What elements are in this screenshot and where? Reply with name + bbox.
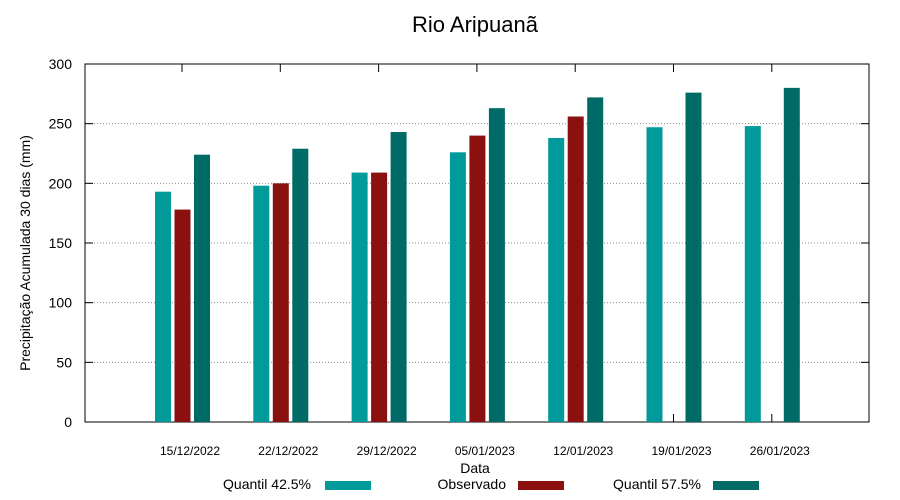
x-tick-label: 29/12/2022 bbox=[357, 444, 417, 458]
bar bbox=[587, 97, 604, 422]
bar bbox=[351, 172, 368, 422]
bars bbox=[155, 87, 800, 423]
x-tick-label: 15/12/2022 bbox=[160, 444, 220, 458]
bar bbox=[488, 108, 505, 423]
legend-label: Observado bbox=[438, 476, 507, 492]
bar bbox=[390, 132, 407, 422]
bar bbox=[567, 116, 584, 423]
x-tick-label: 26/01/2023 bbox=[750, 444, 810, 458]
bar bbox=[548, 137, 565, 422]
y-axis-label: Precipitação Acumulada 30 dias (mm) bbox=[17, 135, 33, 371]
x-tick-label: 22/12/2022 bbox=[258, 444, 318, 458]
bar bbox=[685, 92, 702, 422]
bar bbox=[194, 154, 210, 422]
y-tick-label: 150 bbox=[49, 235, 73, 251]
y-tick-label: 250 bbox=[49, 116, 73, 132]
bar bbox=[449, 152, 466, 422]
bar bbox=[469, 135, 486, 422]
bar bbox=[174, 209, 191, 422]
legend-swatch bbox=[325, 481, 371, 490]
y-tick-label: 300 bbox=[49, 56, 73, 72]
bar bbox=[371, 172, 388, 422]
legend-swatch bbox=[518, 481, 564, 490]
bar bbox=[292, 148, 309, 422]
legend-label: Quantil 42.5% bbox=[223, 476, 311, 492]
bar bbox=[783, 87, 800, 422]
y-tick-label: 200 bbox=[49, 175, 73, 191]
y-axis-ticks: 0 50 100 150 200 250 300 bbox=[49, 56, 869, 430]
legend-label: Quantil 57.5% bbox=[613, 476, 701, 492]
x-tick-label: 12/01/2023 bbox=[553, 444, 613, 458]
y-tick-label: 50 bbox=[56, 354, 72, 370]
bar bbox=[272, 183, 289, 422]
bar bbox=[646, 127, 663, 422]
bar bbox=[744, 126, 761, 422]
y-tick-label: 100 bbox=[49, 295, 73, 311]
bar bbox=[253, 185, 270, 422]
x-tick-label: 19/01/2023 bbox=[651, 444, 711, 458]
x-tick-label: 05/01/2023 bbox=[455, 444, 515, 458]
x-axis-label: Data bbox=[460, 460, 490, 476]
legend-swatch bbox=[713, 481, 759, 490]
chart-title: Rio Aripuanã bbox=[412, 12, 539, 37]
bar bbox=[155, 191, 171, 422]
legend: Quantil 42.5% Observado Quantil 57.5% bbox=[223, 476, 759, 492]
x-axis-ticks: 15/12/2022 22/12/2022 29/12/2022 05/01/2023… bbox=[160, 64, 810, 458]
y-tick-label: 0 bbox=[64, 414, 72, 430]
